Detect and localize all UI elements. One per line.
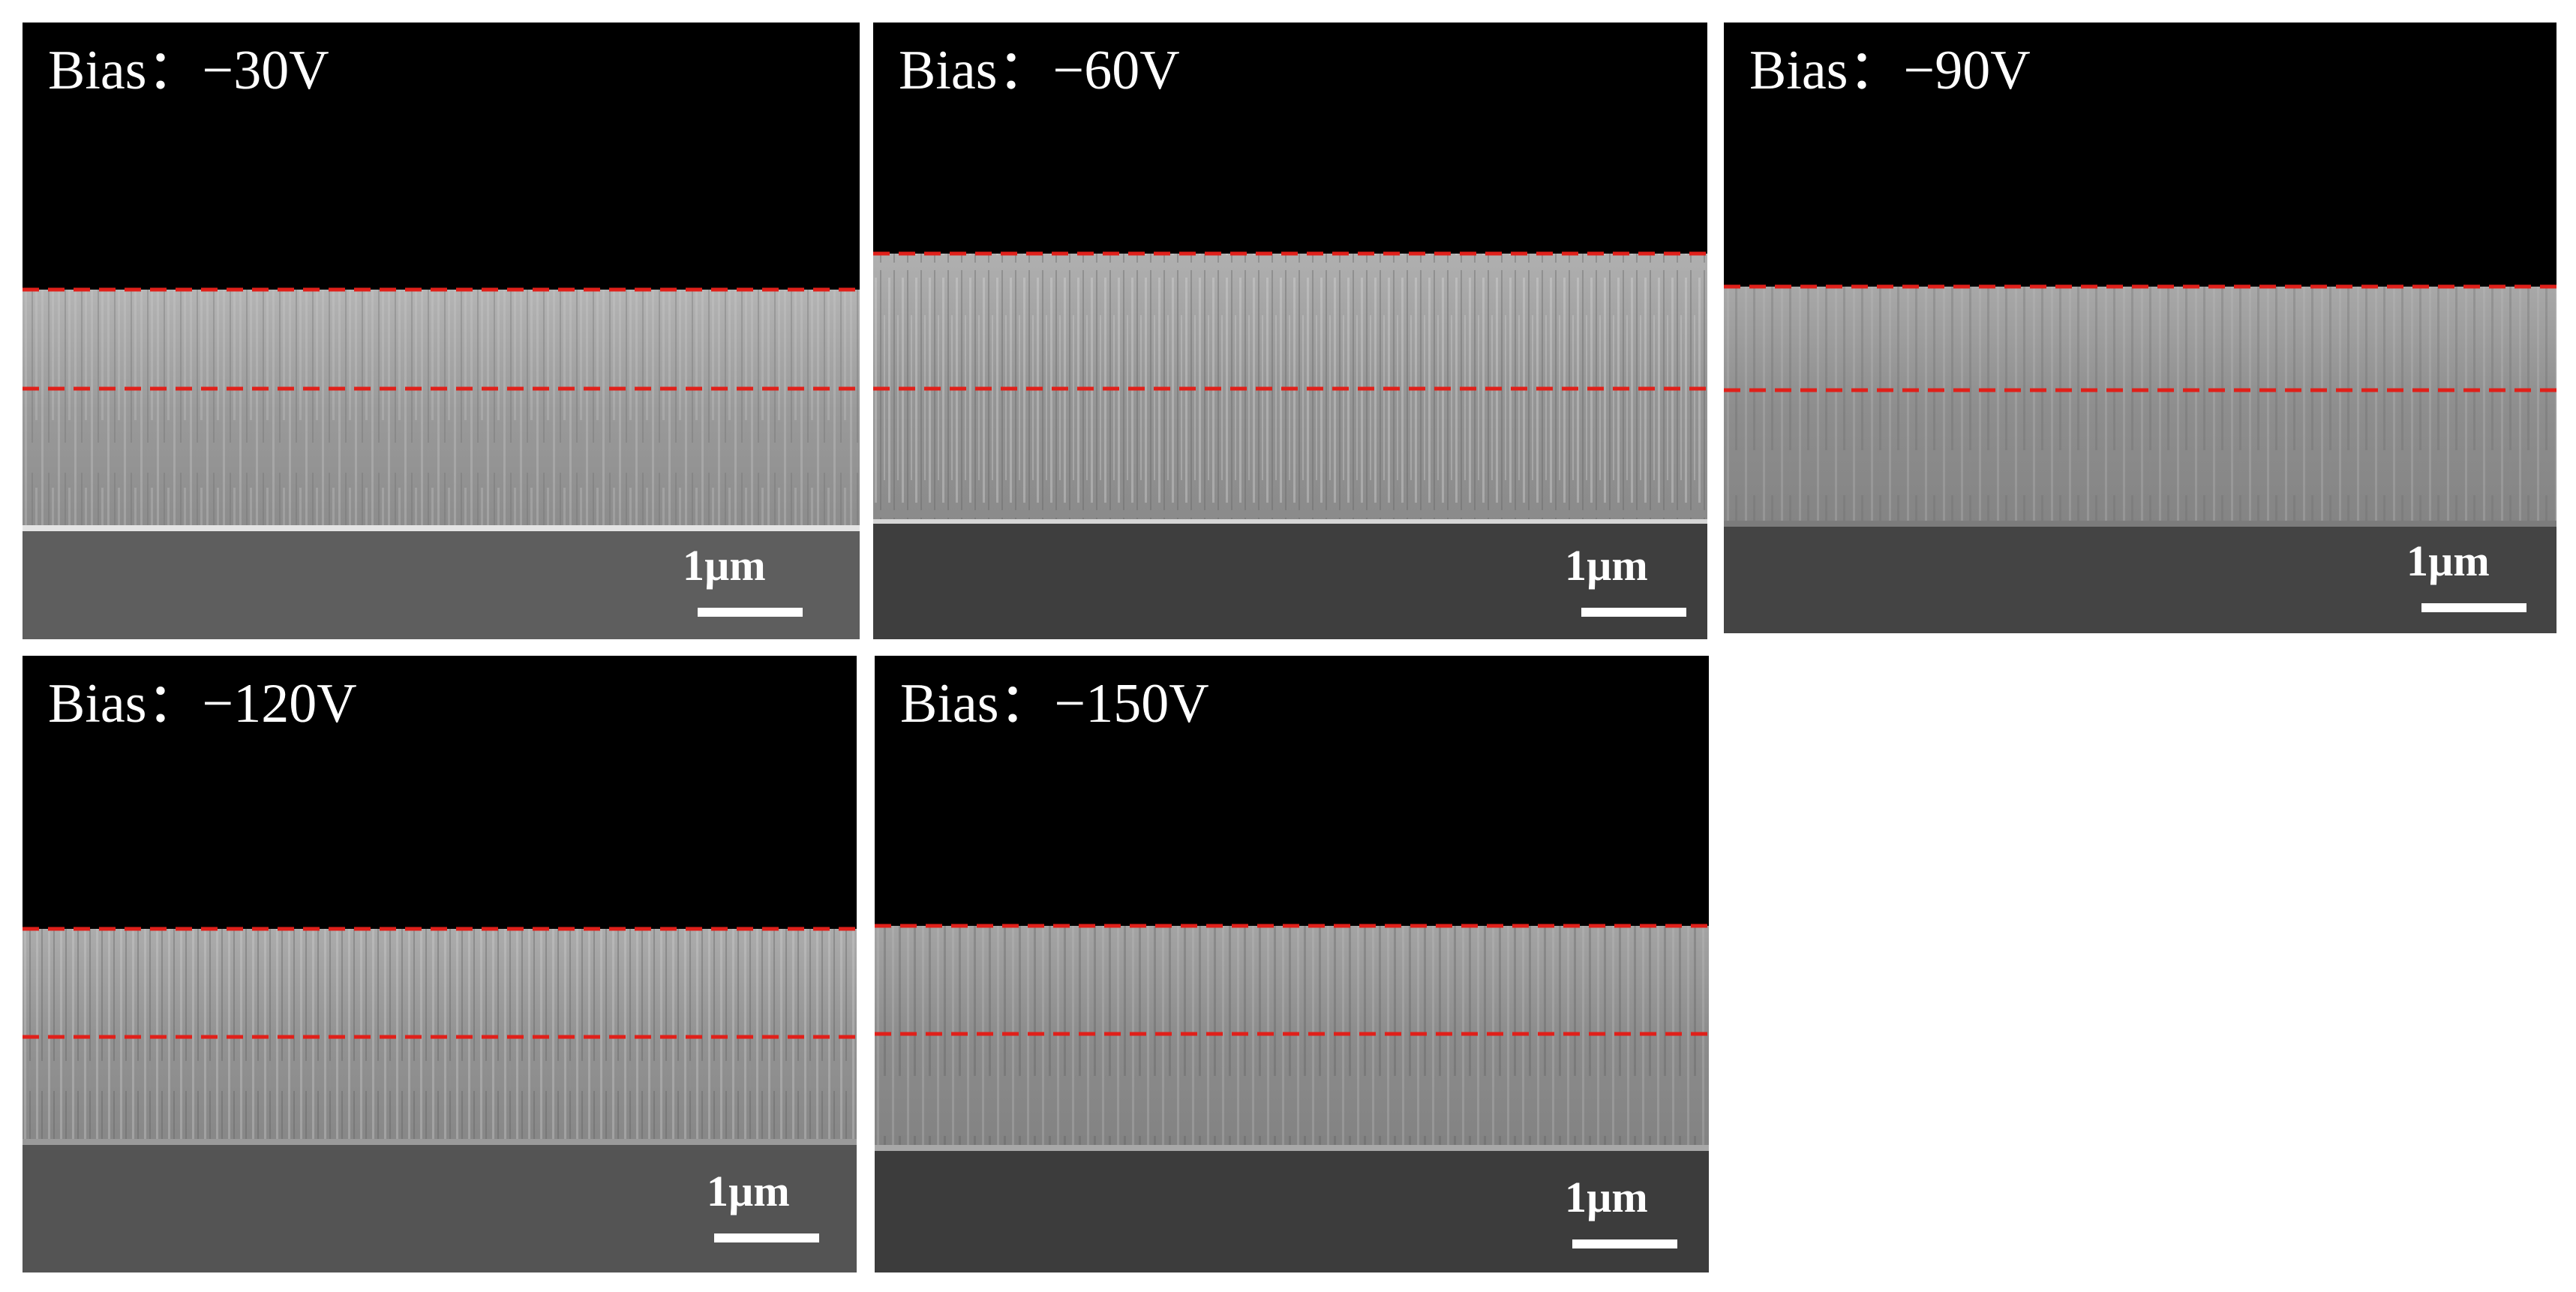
substrate-layer [873, 524, 1707, 639]
substrate-layer [23, 1145, 857, 1272]
sem-image [1724, 23, 2556, 633]
sem-panel-bias-150v: Bias：−150V 1µm [875, 656, 1709, 1272]
scale-bar-label: 1µm [1565, 1173, 1648, 1221]
sem-panel-bias-60v: Bias：−60V 1µm [873, 23, 1707, 639]
scale-bar [2421, 603, 2526, 612]
sem-panel-bias-120v: Bias：−120V 1µm [23, 656, 857, 1272]
sem-image [23, 23, 860, 639]
sem-panel-bias-30v: Bias：−30V 1µm [23, 23, 860, 639]
substrate-layer [875, 1151, 1709, 1272]
panel-title: Bias：−150V [900, 673, 1209, 735]
substrate-layer [1724, 527, 2556, 633]
scale-bar-label: 1µm [2406, 536, 2490, 585]
sem-image [873, 23, 1707, 639]
scale-bar-label: 1µm [683, 541, 766, 590]
sem-image [875, 656, 1709, 1272]
panel-title: Bias：−120V [48, 673, 357, 735]
panel-title: Bias：−30V [48, 40, 329, 101]
sem-panel-bias-90v: Bias：−90V 1µm [1724, 23, 2556, 633]
scale-bar [698, 608, 803, 617]
scale-bar [714, 1233, 819, 1242]
scale-bar-label: 1µm [1565, 541, 1648, 590]
scale-bar [1572, 1239, 1677, 1248]
substrate-layer [23, 531, 860, 639]
scale-bar [1581, 608, 1686, 617]
sem-image [23, 656, 857, 1272]
panel-title: Bias：−90V [1749, 40, 2031, 101]
panel-title: Bias：−60V [899, 40, 1180, 101]
scale-bar-label: 1µm [707, 1167, 790, 1215]
